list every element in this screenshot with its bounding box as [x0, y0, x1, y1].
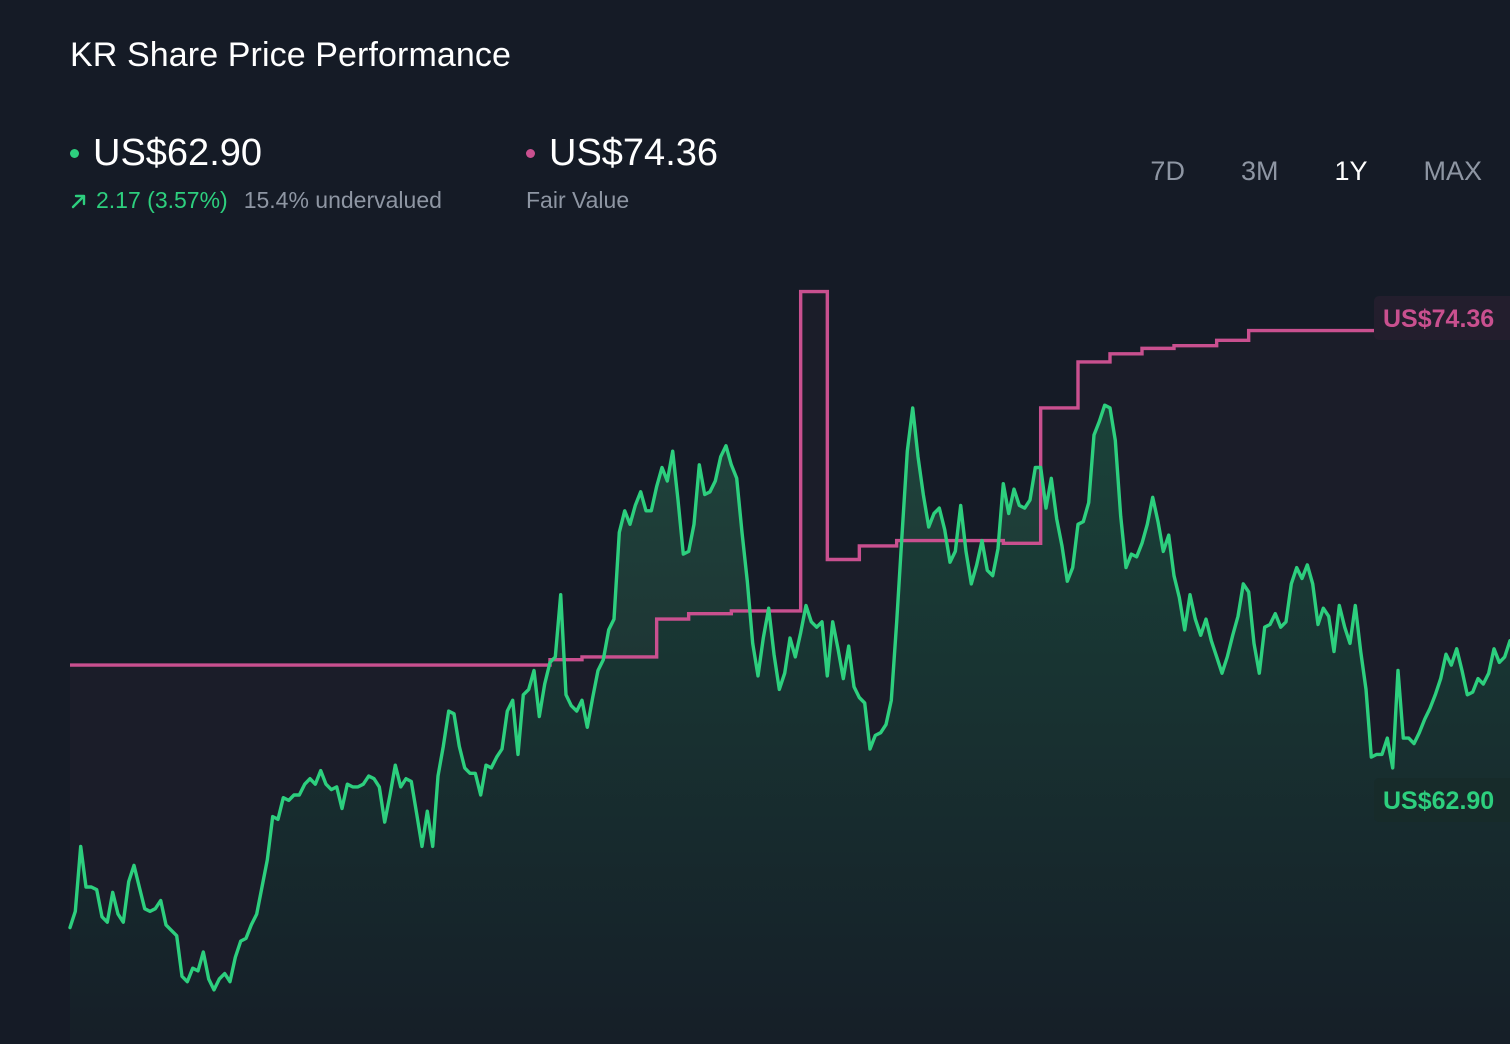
- fair-value-end-label: US$74.36: [1374, 296, 1510, 340]
- time-range-tabs: 7D 3M 1Y MAX: [1094, 156, 1482, 187]
- share-price-area: [70, 405, 1510, 1044]
- fair-value-summary: US$74.36 Fair Value: [526, 132, 718, 214]
- tab-3m[interactable]: 3M: [1240, 156, 1279, 186]
- tab-max[interactable]: MAX: [1423, 156, 1482, 186]
- price-change-value: 2.17 (3.57%): [96, 187, 228, 213]
- chart-title: KR Share Price Performance: [70, 36, 511, 74]
- fair-value-end-label-text: US$74.36: [1383, 305, 1494, 333]
- fair-value-label: Fair Value: [526, 187, 630, 213]
- tab-1y[interactable]: 1Y: [1334, 156, 1368, 186]
- tab-7d[interactable]: 7D: [1150, 156, 1185, 186]
- price-change: 2.17 (3.57%): [70, 187, 228, 214]
- valuation-status: 15.4% undervalued: [243, 187, 442, 213]
- arrow-up-right-icon: [71, 194, 86, 208]
- share-price-end-label-text: US$62.90: [1383, 787, 1494, 815]
- share-price-end-label: US$62.90: [1374, 778, 1510, 822]
- share-price-summary: US$62.90 2.17 (3.57%) 15.4% undervalued: [70, 132, 442, 214]
- fair-value-value: US$74.36: [549, 132, 719, 174]
- fair-value-dot-icon: [526, 149, 535, 158]
- share-price-line: [68, 403, 1510, 992]
- share-price-value: US$62.90: [93, 132, 263, 174]
- share-price-dot-icon: [70, 149, 79, 158]
